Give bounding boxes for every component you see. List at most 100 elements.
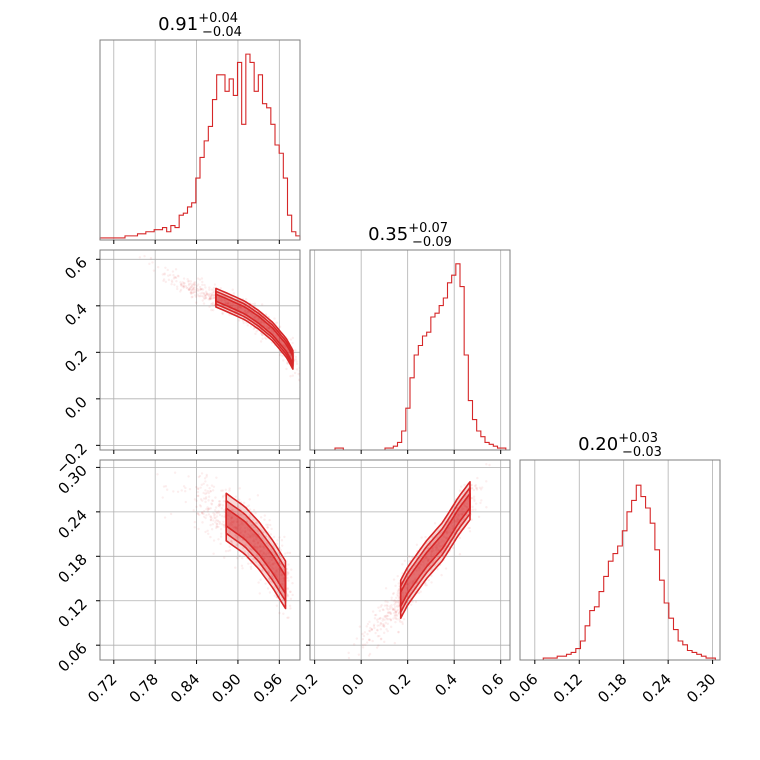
scatter-point — [205, 291, 208, 295]
scatter-point — [472, 488, 476, 492]
scatter-point — [395, 604, 399, 607]
scatter-point — [371, 610, 375, 613]
scatter-point — [275, 604, 279, 607]
scatter-point — [463, 504, 466, 507]
scatter-point — [372, 623, 376, 626]
scatter-point — [453, 520, 457, 523]
scatter-point — [226, 303, 229, 306]
scatter-point — [209, 515, 213, 518]
scatter-point — [213, 509, 217, 512]
scatter-point — [192, 282, 195, 286]
scatter-point — [156, 473, 159, 476]
scatter-point — [194, 289, 197, 292]
scatter-point — [424, 583, 427, 587]
scatter-point — [238, 532, 241, 535]
scatter-point — [268, 560, 272, 564]
scatter-point — [187, 282, 191, 285]
scatter-point — [366, 632, 369, 636]
scatter-point — [474, 502, 478, 505]
scatter-point — [471, 508, 475, 512]
scatter-point — [190, 292, 193, 295]
scatter-point — [212, 301, 215, 305]
scatter-point — [397, 589, 401, 592]
scatter-point — [442, 540, 445, 543]
scatter-point — [269, 523, 272, 527]
scatter-point — [196, 487, 200, 491]
scatter-point — [396, 589, 400, 592]
scatter-point — [468, 530, 472, 533]
scatter-point — [390, 596, 393, 599]
joint-p1-vs-p0 — [138, 255, 303, 389]
scatter-point — [187, 288, 191, 292]
scatter-point — [267, 562, 270, 565]
scatter-point — [282, 344, 286, 348]
scatter-point — [287, 571, 290, 574]
scatter-point — [203, 509, 206, 513]
scatter-point — [291, 582, 294, 585]
scatter-point — [424, 535, 427, 539]
scatter-point — [288, 604, 292, 608]
scatter-point — [347, 656, 351, 660]
contour-level — [215, 293, 294, 365]
scatter-point — [402, 594, 405, 597]
scatter-point — [395, 596, 398, 599]
scatter-point — [168, 273, 172, 277]
scatter-point — [234, 526, 238, 529]
scatter-point — [228, 301, 231, 304]
scatter-point — [185, 286, 188, 289]
scatter-point — [164, 266, 167, 269]
x-tick-label: 0.24 — [639, 670, 675, 706]
scatter-point — [392, 617, 395, 620]
scatter-point — [172, 274, 175, 277]
scatter-point — [204, 295, 207, 298]
scatter-point — [204, 496, 208, 499]
scatter-point — [289, 597, 293, 601]
scatter-point — [228, 524, 231, 527]
scatter-point — [231, 509, 234, 512]
scatter-point — [397, 587, 401, 591]
scatter-point — [196, 494, 200, 498]
scatter-point — [179, 283, 183, 287]
scatter-point — [267, 326, 270, 329]
scatter-point — [460, 512, 464, 516]
scatter-point — [204, 516, 207, 520]
scatter-point — [268, 327, 271, 330]
scatter-point — [218, 522, 221, 526]
scatter-point — [472, 495, 476, 498]
scatter-point — [218, 500, 222, 503]
scatter-point — [382, 608, 385, 612]
scatter-point — [189, 291, 193, 294]
scatter-point — [377, 606, 380, 609]
scatter-point — [198, 474, 202, 478]
scatter-point — [221, 311, 224, 315]
scatter-point — [236, 305, 239, 309]
scatter-point — [438, 533, 441, 536]
scatter-point — [195, 505, 198, 509]
scatter-point — [351, 660, 353, 662]
scatter-point — [276, 570, 279, 574]
scatter-point — [204, 296, 207, 300]
scatter-point — [286, 551, 289, 555]
scatter-point — [265, 325, 269, 328]
scatter-point — [278, 586, 281, 589]
scatter-point — [212, 294, 216, 297]
scatter-point — [415, 568, 418, 572]
scatter-point — [270, 565, 273, 569]
scatter-point — [201, 295, 205, 298]
scatter-point — [433, 522, 437, 525]
scatter-point — [411, 580, 415, 584]
scatter-point — [204, 492, 207, 496]
scatter-point — [373, 613, 377, 617]
scatter-point — [260, 320, 264, 323]
y-tick-label: 0.4 — [61, 300, 91, 330]
scatter-point — [416, 566, 420, 570]
scatter-point — [301, 381, 303, 383]
scatter-point — [189, 280, 193, 283]
scatter-point — [188, 287, 191, 291]
scatter-point — [458, 553, 462, 556]
scatter-point — [480, 486, 484, 489]
scatter-point — [204, 293, 208, 297]
scatter-point — [455, 518, 459, 521]
scatter-point — [210, 308, 213, 312]
scatter-point — [275, 569, 278, 572]
